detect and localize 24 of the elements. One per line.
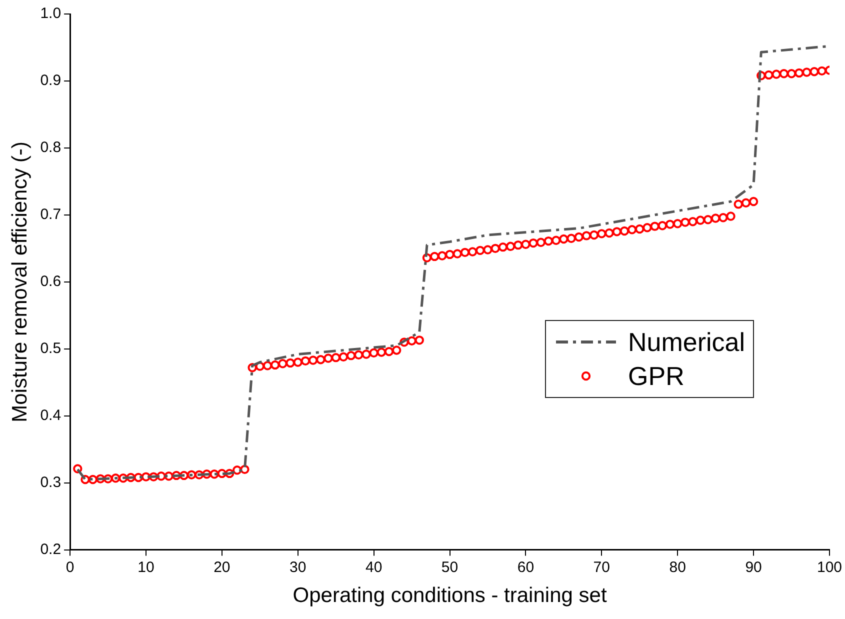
x-tick-label: 70: [593, 558, 610, 576]
x-tick-label: 20: [214, 558, 230, 576]
x-tick-label: 40: [365, 558, 382, 576]
x-tick-label: 50: [441, 558, 458, 576]
x-tick-label: 90: [745, 558, 762, 576]
x-tick-label: 10: [138, 558, 154, 576]
y-tick-label: 0.9: [40, 72, 62, 90]
x-tick-label: 30: [290, 558, 306, 576]
y-tick-label: 0.3: [40, 474, 62, 491]
x-tick-label: 0: [66, 558, 74, 576]
y-tick-label: 0.2: [40, 540, 62, 558]
y-axis-title: Moisture removal efficiency (-): [8, 141, 32, 422]
x-axis-title: Operating conditions - training set: [292, 584, 607, 608]
legend-label: Numerical: [628, 326, 746, 358]
y-tick-label: 0.6: [40, 273, 62, 290]
y-tick-label: 1.0: [40, 5, 62, 22]
y-tick-label: 0.7: [40, 206, 62, 224]
y-tick-label: 0.8: [40, 139, 62, 156]
y-tick-label: 0.5: [40, 340, 62, 358]
y-tick-label: 0.4: [40, 406, 62, 424]
x-tick-label: 100: [816, 558, 842, 576]
x-tick-label: 80: [669, 558, 686, 576]
legend-label: GPR: [628, 360, 684, 392]
x-tick-label: 60: [517, 558, 534, 576]
